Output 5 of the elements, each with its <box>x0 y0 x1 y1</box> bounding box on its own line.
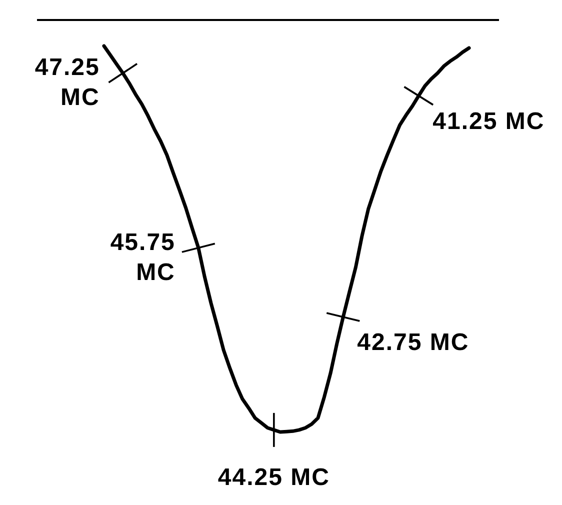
annotation: 45.75 MC <box>110 228 176 286</box>
text: 47.25 MC <box>34 54 100 112</box>
annotation: 41.25 MC <box>432 108 545 135</box>
annotation: 42.75 MC <box>357 329 470 356</box>
text: 44.25 MC <box>218 464 330 491</box>
